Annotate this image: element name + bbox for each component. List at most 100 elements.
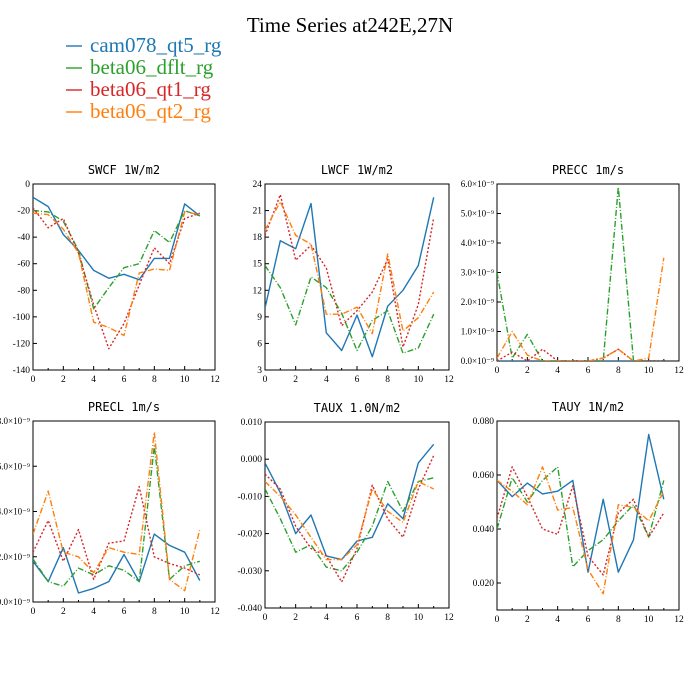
y-tick-label: 0.020 [473,579,495,589]
panel-title: SWCF 1W/m2 [88,163,160,177]
y-tick-label: 0 [25,180,30,190]
x-tick-label: 4 [91,607,96,617]
series-line-beta06_dflt_rg [265,477,434,572]
legend: cam078_qt5_rgbeta06_dflt_rgbeta06_qt1_rg… [66,33,222,123]
x-tick-label: 10 [414,375,424,385]
x-tick-label: 4 [91,375,96,385]
series-line-beta06_qt2_rg [265,200,435,335]
x-tick-label: 10 [644,615,654,625]
y-tick-label: -0.020 [237,530,262,540]
series-line-beta06_dflt_rg [497,466,665,568]
y-tick-label: 5.0×10⁻⁹ [461,209,494,219]
series-line-beta06_qt2_rg [497,466,665,595]
x-tick-label: 12 [210,607,220,617]
y-tick-label: -120 [13,339,31,349]
x-tick-label: 0 [263,375,268,385]
legend-label: cam078_qt5_rg [90,33,222,57]
plot-frame [32,420,216,603]
x-tick-label: 0 [495,615,500,625]
panel-title: TAUX 1.0N/m2 [314,401,401,415]
y-tick-label: 3 [257,366,262,376]
x-tick-label: 2 [61,607,66,617]
x-tick-label: 0 [495,366,500,376]
panel-title: LWCF 1W/m2 [321,163,393,177]
x-tick-label: 2 [293,613,298,623]
series-line-cam078_qt5_rg [497,433,665,573]
series-line-beta06_qt1_rg [497,466,665,576]
x-tick-label: 6 [586,366,591,376]
x-tick-label: 10 [180,375,190,385]
y-tick-label: 0.080 [473,417,495,427]
series-line-beta06_qt1_rg [33,207,201,350]
series-line-beta06_qt1_rg [497,348,664,361]
x-tick-label: 12 [674,366,684,376]
y-tick-label: 0.0×10⁻⁹ [0,597,30,607]
chart-panel-4: PRECL 1m/s 0 2 4 6 8 10 12 0.0×10⁻⁹ 2.0×10⁻⁹ 4.0×1… [0,400,220,617]
series-line-cam078_qt5_rg [33,533,201,594]
y-tick-label: -0.010 [237,492,262,502]
x-tick-label: 0 [31,607,36,617]
x-tick-label: 2 [525,366,530,376]
legend-label: beta06_qt2_rg [90,99,211,123]
panel-title: TAUY 1N/m2 [552,400,624,414]
y-tick-label: -20 [17,207,30,217]
y-tick-label: -80 [17,286,30,296]
y-tick-label: 0.010 [241,418,263,428]
y-tick-label: 4.0×10⁻⁹ [461,238,494,248]
plot-frame [264,421,450,609]
y-tick-label: 2.0×10⁻⁹ [0,552,30,562]
series-line-beta06_qt1_rg [265,193,435,348]
x-tick-label: 8 [616,366,621,376]
series-line-beta06_dflt_rg [265,265,435,354]
x-tick-label: 12 [210,375,220,385]
y-tick-label: 0.060 [473,471,495,481]
y-tick-label: -100 [13,313,31,323]
y-tick-label: -60 [17,260,30,270]
x-tick-label: 12 [444,613,454,623]
series-line-beta06_dflt_rg [497,186,664,361]
y-tick-label: 21 [253,207,263,217]
chart-panel-5: TAUX 1.0N/m2 0 2 4 6 8 10 12 0.010 0.000 -0.010 -0.… [237,401,454,623]
y-tick-label: 3.0×10⁻⁹ [461,268,494,278]
x-tick-label: 0 [31,375,36,385]
x-tick-label: 6 [122,607,127,617]
x-tick-label: 8 [152,607,157,617]
y-tick-label: 4.0×10⁻⁹ [0,507,30,517]
chart-panel-3: PRECC 1m/s 0 2 4 6 8 10 12 0.0×10⁻⁹ 1.0×10⁻⁹ 2.0×1… [461,163,684,376]
series-line-cam078_qt5_rg [265,443,435,561]
x-tick-label: 8 [616,615,621,625]
x-tick-label: 6 [122,375,127,385]
plot-frame [264,183,450,371]
x-tick-label: 4 [555,366,560,376]
x-tick-label: 2 [525,615,530,625]
x-tick-label: 12 [674,615,684,625]
x-tick-label: 4 [324,375,329,385]
x-tick-label: 4 [324,613,329,623]
series-line-beta06_qt2_rg [497,257,665,361]
legend-label: beta06_dflt_rg [90,55,214,79]
y-tick-label: 15 [253,260,263,270]
y-tick-label: 2.0×10⁻⁹ [461,297,494,307]
y-tick-label: 24 [253,180,263,190]
chart-panels: SWCF 1W/m20 2 4 6 8 10 120-20-40-60-80-100-120… [0,163,684,625]
series-line-beta06_qt1_rg [33,485,201,581]
series-line-cam078_qt5_rg [33,196,201,281]
chart-panel-1: SWCF 1W/m2 0 2 4 6 8 10 12 0 -20 -40 -60 -80 -100 -120… [13,163,220,385]
x-tick-label: 10 [180,607,190,617]
y-tick-label: 18 [253,233,263,243]
y-tick-label: 0.0×10⁻⁹ [461,356,494,366]
y-tick-label: -40 [17,233,30,243]
y-tick-label: 6 [257,339,262,349]
figure-title: Time Series at242E,27N [247,13,453,37]
y-tick-label: 9 [257,313,262,323]
y-tick-label: -0.030 [237,567,262,577]
x-tick-label: 12 [444,375,454,385]
y-tick-label: 8.0×10⁻⁹ [0,416,30,426]
y-tick-label: 0.040 [473,525,495,535]
y-tick-label: 6.0×10⁻⁹ [461,179,494,189]
x-tick-label: 10 [414,613,424,623]
series-line-beta06_dflt_rg [33,445,200,587]
y-tick-label: 1.0×10⁻⁹ [461,327,494,337]
